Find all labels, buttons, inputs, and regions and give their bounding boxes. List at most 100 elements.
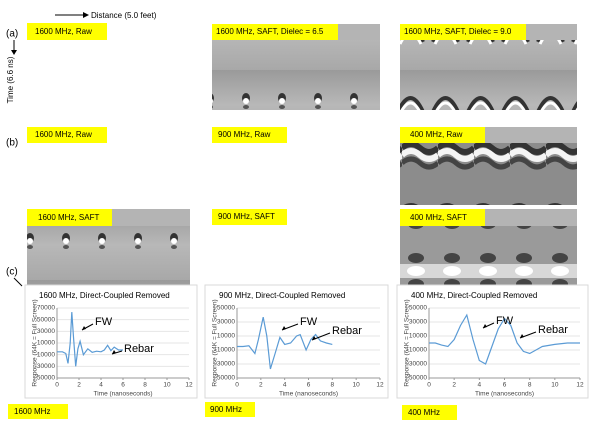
y-tick-label: 30000 — [409, 319, 427, 326]
x-tick-label: 10 — [353, 382, 361, 389]
panel-label: 400 MHz, Raw — [410, 130, 463, 139]
x-tick-label: 12 — [185, 382, 193, 389]
label-box — [402, 405, 457, 420]
x-tick-label: 10 — [551, 382, 559, 389]
label-box — [8, 404, 68, 419]
x-tick-label: 12 — [576, 382, 584, 389]
y-tick-label: 50000 — [409, 305, 427, 312]
chart-frame — [204, 284, 389, 399]
annotation: Rebar — [332, 325, 362, 337]
x-tick-label: 2 — [259, 382, 263, 389]
panel-label: 400 MHz, SAFT — [410, 213, 467, 222]
radar-image — [400, 226, 577, 286]
y-tick-label: 10000 — [217, 333, 235, 340]
annotation-arrow-head — [520, 334, 524, 338]
x-tick-label: 8 — [331, 382, 335, 389]
radar-image — [27, 226, 190, 286]
x-tick-label: 4 — [99, 382, 103, 389]
annotation-arrow-head — [112, 350, 116, 354]
label-box — [27, 127, 107, 143]
y-tick-label: 10000 — [37, 340, 55, 347]
y-axis-label: Response (64K = Full Screen) — [212, 299, 219, 386]
y-tick-label: 30000 — [37, 328, 55, 335]
panel-label: 900 MHz, SAFT — [218, 212, 275, 221]
panel-label: 1600 MHz, SAFT, Dielec = 6.5 — [216, 27, 324, 36]
annotation-arrow-head — [282, 326, 286, 330]
x-tick-label: 0 — [427, 382, 431, 389]
y-axis-label: Response (64K = Full Screen) — [32, 299, 39, 386]
distance-label: Distance (5.0 feet) — [91, 11, 157, 20]
x-tick-label: 8 — [528, 382, 532, 389]
x-tick-label: 0 — [235, 382, 239, 389]
data-line — [57, 312, 123, 367]
annotation: FW — [95, 316, 113, 328]
y-tick-label: 10000 — [409, 333, 427, 340]
label-box — [212, 24, 338, 40]
y-axis-label: Response (64K = Full Screen) — [404, 299, 411, 386]
x-tick-label: 4 — [283, 382, 287, 389]
panel-label: 1600 MHz, SAFT, Dielec = 9.0 — [404, 27, 512, 36]
data-line — [237, 316, 333, 370]
y-tick-label: -10000 — [407, 347, 428, 354]
x-tick-label: 2 — [77, 382, 81, 389]
x-tick-label: 2 — [452, 382, 456, 389]
x-tick-label: 6 — [121, 382, 125, 389]
y-tick-label: -10000 — [35, 351, 56, 358]
data-line — [429, 313, 580, 365]
annotation: FW — [496, 315, 514, 327]
y-tick-label: -50000 — [215, 375, 236, 382]
y-tick-label: 70000 — [37, 305, 55, 312]
label-box — [212, 209, 287, 225]
radar-image — [400, 143, 577, 205]
annotation: Rebar — [538, 324, 568, 336]
x-tick-label: 0 — [55, 382, 59, 389]
label-box — [205, 402, 255, 417]
x-tick-label: 6 — [503, 382, 507, 389]
chart-title: 900 MHz, Direct-Coupled Removed — [219, 291, 345, 300]
x-axis-label: Time (nanoseconds) — [475, 391, 534, 398]
radar-image — [400, 40, 577, 110]
footer-label: 1600 MHz — [14, 407, 50, 416]
label-box — [27, 23, 107, 40]
y-tick-label: -30000 — [35, 363, 56, 370]
label-box — [27, 209, 112, 226]
y-tick-label: 50000 — [37, 316, 55, 323]
annotation-arrow-head — [312, 336, 316, 340]
label-box — [400, 127, 485, 143]
panel-c: (c) — [6, 267, 18, 278]
arrow-head — [11, 50, 17, 55]
y-tick-label: 50000 — [217, 305, 235, 312]
y-tick-label: -30000 — [407, 361, 428, 368]
arrow — [13, 277, 23, 287]
x-tick-label: 6 — [307, 382, 311, 389]
time-label: Time (6.6 ns) — [6, 56, 15, 103]
x-tick-label: 8 — [143, 382, 147, 389]
x-tick-label: 10 — [163, 382, 171, 389]
label-box — [400, 24, 526, 40]
x-axis-label: Time (nanoseconds) — [93, 391, 152, 398]
y-tick-label: -50000 — [35, 375, 56, 382]
chart-title: 400 MHz, Direct-Coupled Removed — [411, 291, 537, 300]
y-tick-label: 30000 — [217, 319, 235, 326]
annotation-arrow-head — [82, 326, 86, 330]
x-tick-label: 12 — [376, 382, 384, 389]
panel-b: (b) — [6, 138, 18, 149]
radar-image — [212, 40, 380, 110]
label-box — [212, 127, 287, 143]
panel-label: 900 MHz, Raw — [218, 130, 271, 139]
y-tick-label: -50000 — [407, 375, 428, 382]
x-tick-label: 4 — [478, 382, 482, 389]
annotation-arrow-head — [483, 324, 487, 328]
label-box — [400, 209, 485, 226]
y-tick-label: -10000 — [215, 347, 236, 354]
chart-title: 1600 MHz, Direct-Coupled Removed — [39, 291, 170, 300]
panel-a: (a) — [6, 29, 18, 40]
x-axis-label: Time (nanoseconds) — [279, 391, 338, 398]
panel-label: 1600 MHz, Raw — [35, 130, 92, 139]
arrow-head — [83, 12, 89, 18]
panel-label: 1600 MHz, SAFT — [38, 213, 99, 222]
annotation: FW — [300, 316, 318, 328]
footer-label: 900 MHz — [210, 405, 242, 414]
y-tick-label: -30000 — [215, 361, 236, 368]
